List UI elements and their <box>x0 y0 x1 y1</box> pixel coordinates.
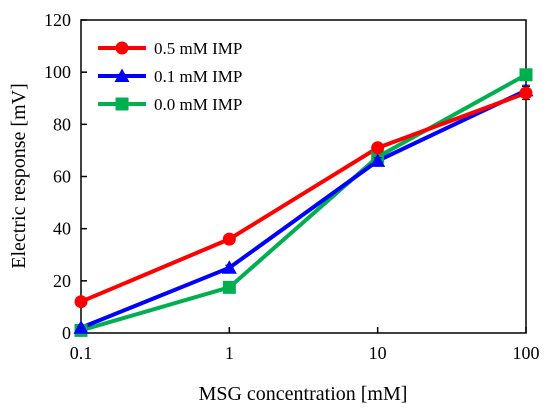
legend-swatch-marker <box>114 68 130 82</box>
x-axis-title: MSG concentration [mM] <box>199 383 408 405</box>
legend-label: 0.1 mM IMP <box>154 67 242 86</box>
x-tick-label: 100 <box>513 343 540 363</box>
series-line <box>80 73 527 333</box>
plot-area <box>80 19 527 334</box>
series-lines <box>80 73 527 333</box>
legend-swatch-marker <box>115 41 129 55</box>
legend-label: 0.0 mM IMP <box>154 95 242 114</box>
data-point <box>371 141 385 155</box>
y-tick-label: 120 <box>44 10 71 30</box>
x-tick-label: 10 <box>369 343 387 363</box>
series-line <box>80 88 527 330</box>
legend: 0.5 mM IMP 0.1 mM IMP 0.0 mM IMP <box>98 39 242 114</box>
x-tick-label: 1 <box>225 343 234 363</box>
data-point <box>370 153 386 167</box>
axis-ticks: 0 20 40 60 80 100 120 0.1 1 10 100 <box>44 10 540 363</box>
y-tick-label: 20 <box>53 271 71 291</box>
data-point <box>221 260 237 274</box>
y-tick-label: 40 <box>53 219 71 239</box>
y-axis-title: Electric response [mV] <box>8 83 30 268</box>
data-point <box>519 86 533 100</box>
series-markers <box>73 68 534 337</box>
data-point <box>222 280 236 294</box>
data-point <box>519 68 533 82</box>
data-point <box>73 320 89 334</box>
data-point <box>222 232 236 246</box>
y-tick-label: 80 <box>53 114 71 134</box>
legend-label: 0.5 mM IMP <box>154 39 242 58</box>
data-point <box>74 295 88 309</box>
legend-swatch-marker <box>115 97 129 111</box>
series-line <box>80 91 527 304</box>
y-tick-label: 0 <box>62 323 71 343</box>
y-tick-label: 60 <box>53 167 71 187</box>
x-tick-label: 0.1 <box>70 343 93 363</box>
y-tick-label: 100 <box>44 62 71 82</box>
